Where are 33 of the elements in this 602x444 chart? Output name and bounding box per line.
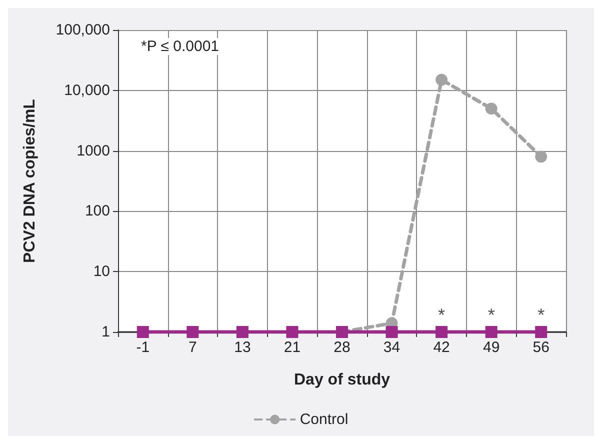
x-tick-label: 21	[284, 339, 301, 356]
point	[286, 326, 298, 338]
y-tick-label: 100	[84, 202, 110, 220]
point	[386, 326, 398, 338]
point	[485, 326, 498, 338]
annotation: *	[438, 305, 446, 325]
x-tick-label: 7	[188, 339, 197, 356]
point	[136, 326, 149, 338]
annotation: *P ≤ 0.0001	[141, 38, 220, 55]
x-tick-label: 49	[482, 339, 500, 356]
point	[436, 326, 448, 338]
y-tick-label: 100,000	[56, 22, 110, 38]
x-tick-label: -1	[136, 339, 150, 356]
y-axis-title: PCV2 DNA copies/mL	[22, 98, 38, 263]
y-tick-label: 1000	[76, 142, 110, 160]
y-tick-label: 10	[93, 263, 110, 280]
point	[236, 326, 248, 338]
legend-label: Control	[300, 411, 348, 428]
point	[535, 326, 548, 338]
y-tick-label: 10,000	[64, 82, 110, 99]
x-axis-title: Day of study	[294, 372, 390, 388]
x-tick-label: 56	[532, 339, 550, 356]
x-tick-label: 34	[383, 339, 400, 356]
annotation: *	[488, 305, 495, 325]
point	[535, 150, 548, 163]
annotation: *	[538, 305, 545, 325]
y-tick-label: 1	[102, 324, 110, 340]
x-tick-label: 28	[334, 339, 350, 356]
x-tick-label: 42	[433, 339, 450, 356]
point	[485, 102, 498, 115]
x-tick-label: 13	[234, 339, 251, 356]
point	[436, 74, 448, 86]
point	[186, 326, 199, 338]
